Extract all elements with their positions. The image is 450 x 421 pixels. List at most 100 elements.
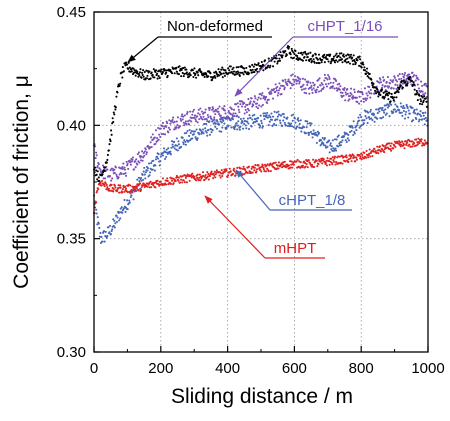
data-point bbox=[259, 97, 262, 100]
data-point bbox=[164, 69, 167, 72]
data-point bbox=[231, 172, 234, 175]
data-point bbox=[358, 119, 361, 122]
data-point bbox=[97, 163, 100, 166]
data-point bbox=[406, 80, 409, 83]
data-point bbox=[283, 116, 286, 119]
data-point bbox=[109, 140, 112, 143]
data-point bbox=[422, 93, 425, 96]
data-point bbox=[176, 144, 179, 147]
data-point bbox=[328, 77, 331, 80]
data-point bbox=[132, 67, 135, 70]
data-point bbox=[369, 108, 372, 112]
data-point bbox=[401, 114, 404, 117]
data-point bbox=[292, 126, 295, 129]
data-point bbox=[273, 87, 276, 91]
data-point bbox=[353, 88, 356, 91]
data-point bbox=[284, 124, 287, 127]
data-point bbox=[247, 128, 251, 131]
data-point bbox=[278, 82, 281, 85]
data-point bbox=[366, 121, 369, 125]
data-point bbox=[286, 124, 290, 128]
data-point bbox=[390, 92, 393, 95]
data-point bbox=[274, 161, 277, 164]
data-point bbox=[354, 61, 357, 64]
data-point bbox=[165, 69, 168, 72]
data-point bbox=[364, 97, 367, 100]
data-point bbox=[108, 231, 111, 234]
data-point bbox=[126, 162, 129, 165]
data-point bbox=[388, 92, 391, 95]
data-point bbox=[175, 66, 178, 69]
data-point bbox=[424, 111, 427, 114]
data-point bbox=[309, 51, 312, 54]
data-point bbox=[146, 185, 149, 188]
data-point bbox=[197, 74, 200, 77]
data-point bbox=[206, 113, 209, 117]
data-point bbox=[405, 103, 408, 107]
data-point bbox=[196, 121, 199, 124]
data-point bbox=[112, 190, 115, 193]
data-point bbox=[111, 177, 114, 180]
x-tick-label: 800 bbox=[349, 360, 374, 377]
data-point bbox=[223, 105, 226, 108]
data-point bbox=[143, 154, 146, 157]
data-point bbox=[198, 173, 201, 176]
data-point bbox=[344, 139, 347, 142]
data-point bbox=[197, 112, 200, 115]
data-point bbox=[227, 67, 230, 70]
data-point bbox=[292, 78, 295, 81]
data-point bbox=[287, 47, 290, 50]
data-point bbox=[149, 77, 152, 80]
data-point bbox=[266, 101, 269, 105]
data-point bbox=[235, 70, 238, 74]
data-point bbox=[419, 110, 422, 113]
data-point bbox=[247, 109, 251, 112]
data-point bbox=[366, 67, 369, 70]
data-point bbox=[173, 72, 176, 75]
data-point bbox=[260, 105, 263, 108]
data-point bbox=[251, 171, 254, 174]
data-point bbox=[253, 169, 256, 172]
data-point bbox=[101, 240, 104, 243]
data-point bbox=[411, 119, 415, 122]
data-point bbox=[239, 103, 242, 106]
data-point bbox=[393, 108, 396, 111]
data-point bbox=[340, 58, 344, 61]
data-point bbox=[344, 91, 347, 94]
data-point bbox=[242, 165, 245, 168]
data-point bbox=[195, 120, 198, 123]
data-point bbox=[113, 168, 116, 171]
data-point bbox=[166, 177, 169, 180]
data-point bbox=[210, 117, 213, 121]
data-point bbox=[218, 112, 221, 116]
x-tick-label: 200 bbox=[148, 360, 173, 377]
data-point bbox=[303, 91, 306, 94]
data-point bbox=[308, 131, 311, 134]
data-point bbox=[165, 71, 168, 74]
data-point bbox=[191, 110, 194, 113]
data-point bbox=[267, 87, 270, 90]
data-point bbox=[320, 139, 323, 142]
data-point bbox=[311, 91, 314, 94]
data-point bbox=[380, 88, 384, 91]
leader-arrow bbox=[234, 36, 294, 97]
data-point bbox=[351, 56, 354, 59]
data-point bbox=[182, 179, 185, 182]
data-point bbox=[413, 142, 416, 145]
data-point bbox=[338, 52, 341, 55]
data-point bbox=[300, 88, 303, 91]
data-point bbox=[301, 85, 304, 88]
data-point bbox=[355, 96, 358, 99]
data-point bbox=[111, 117, 114, 120]
data-point bbox=[343, 55, 346, 58]
data-point bbox=[331, 85, 334, 88]
data-point bbox=[412, 81, 415, 84]
data-point bbox=[98, 180, 101, 183]
data-point bbox=[177, 176, 181, 179]
data-point bbox=[284, 78, 287, 81]
data-point bbox=[385, 90, 388, 93]
data-point bbox=[362, 100, 365, 103]
data-point bbox=[205, 73, 208, 76]
data-point bbox=[345, 154, 348, 157]
data-point bbox=[328, 163, 331, 166]
